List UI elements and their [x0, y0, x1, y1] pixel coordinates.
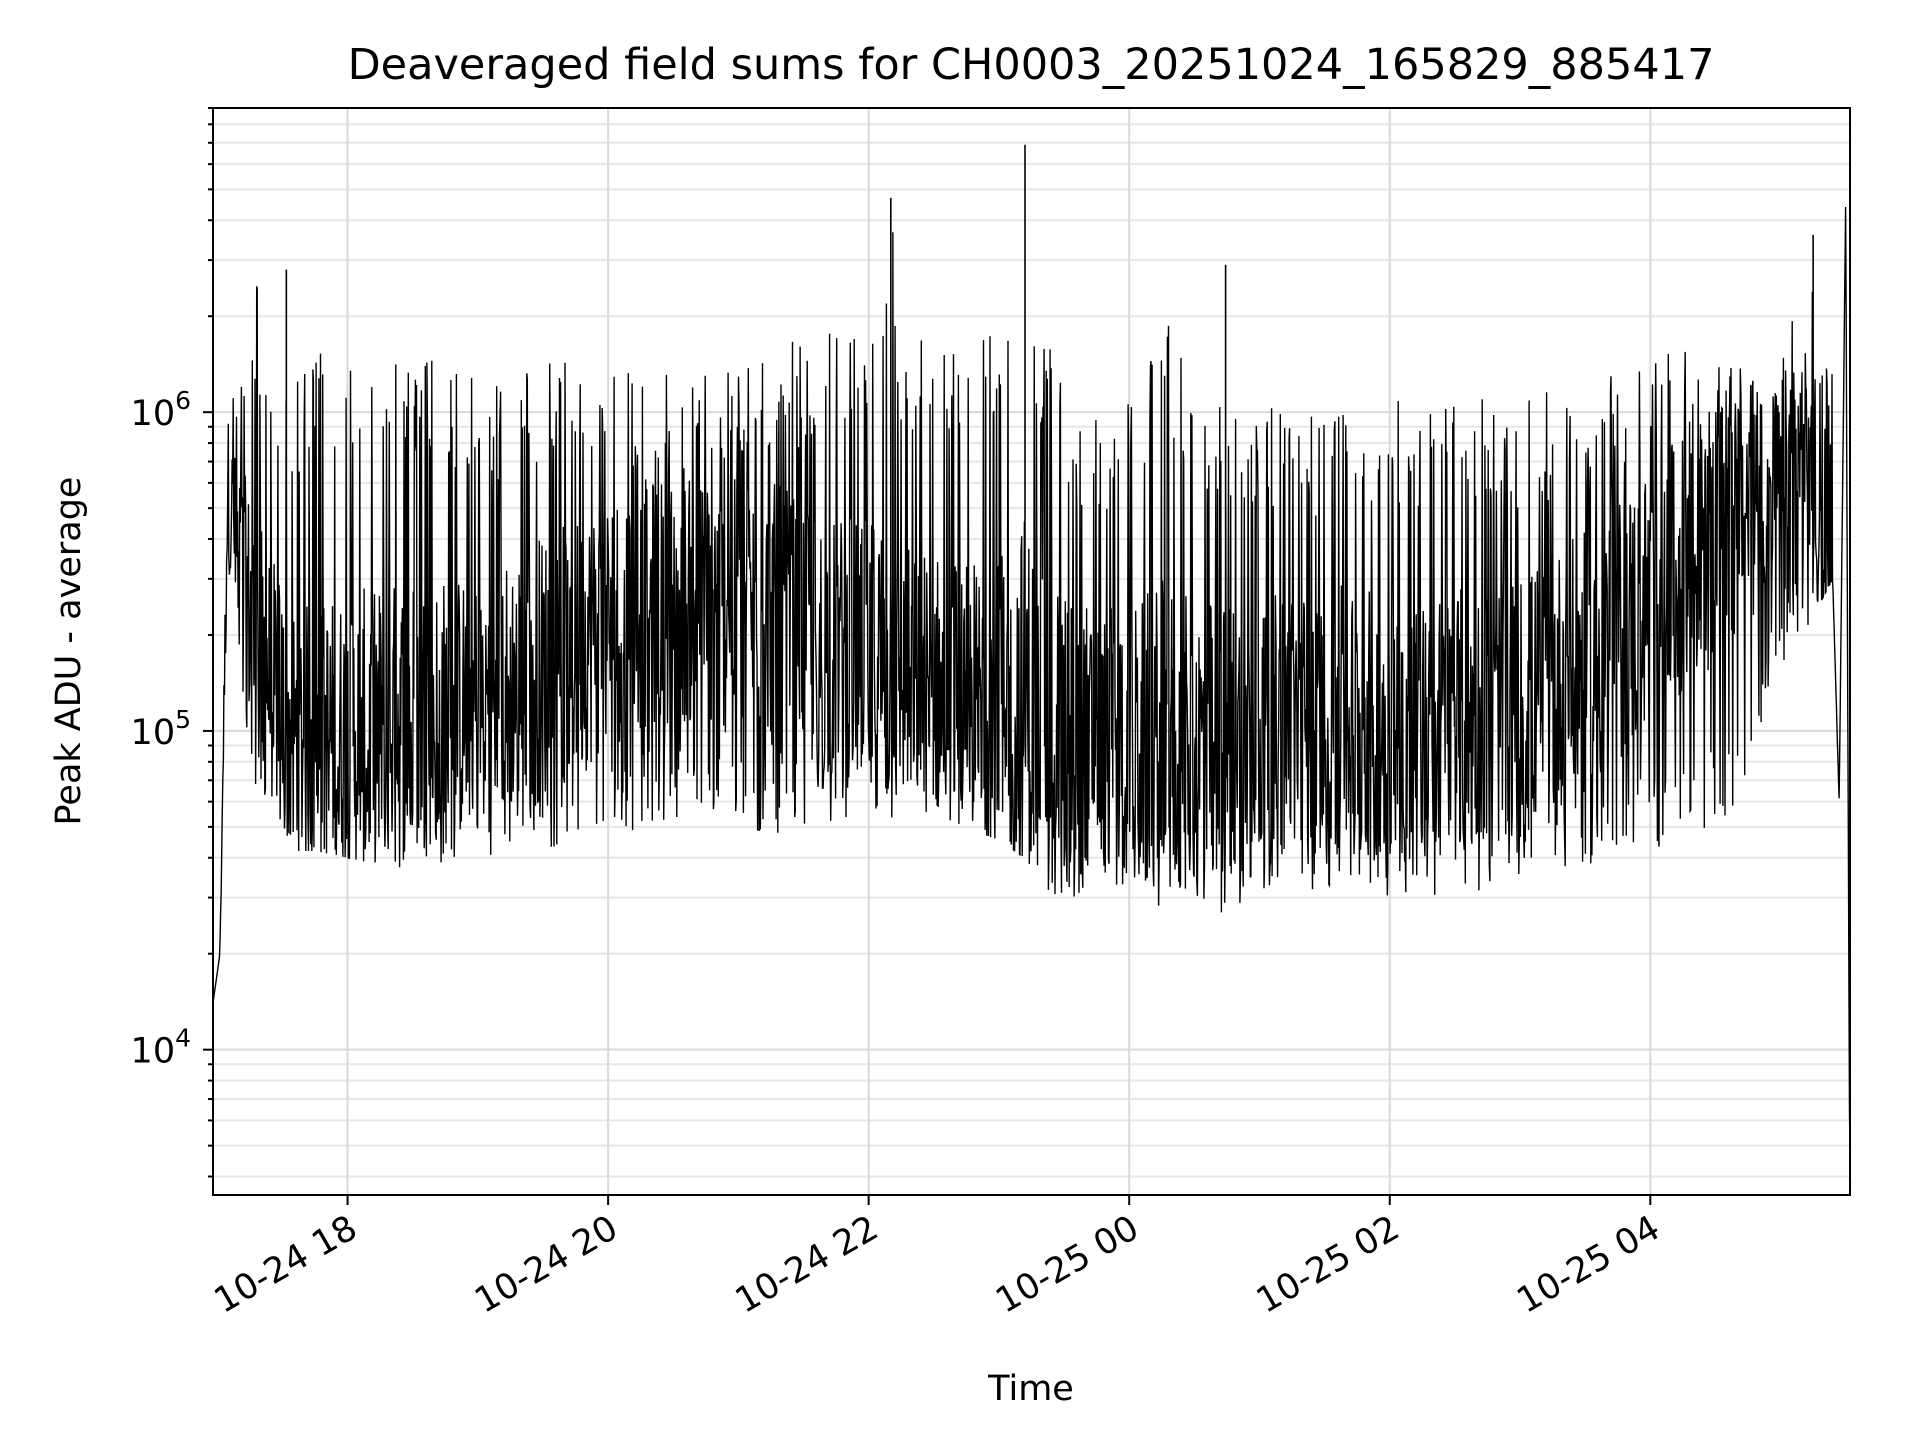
data-layer	[212, 144, 1851, 1152]
tick-layer	[203, 107, 1652, 1205]
y-tick-exponent: 6	[175, 386, 191, 415]
y-tick-label: 104	[131, 1024, 191, 1072]
chart-title: Deaveraged field sums for CH0003_2025102…	[348, 40, 1715, 90]
y-tick-label: 106	[131, 386, 191, 434]
series-line	[212, 206, 1851, 1152]
y-tick-base: 10	[131, 1032, 176, 1072]
y-tick-base: 10	[131, 394, 176, 434]
y-axis-label: Peak ADU - average	[49, 477, 89, 826]
plot-frame	[212, 107, 1851, 1196]
y-tick-exponent: 4	[175, 1024, 191, 1053]
y-tick-exponent: 5	[175, 705, 191, 734]
y-tick-base: 10	[131, 713, 176, 753]
y-tick-label: 105	[131, 705, 191, 753]
x-axis-label: Time	[987, 1369, 1074, 1409]
